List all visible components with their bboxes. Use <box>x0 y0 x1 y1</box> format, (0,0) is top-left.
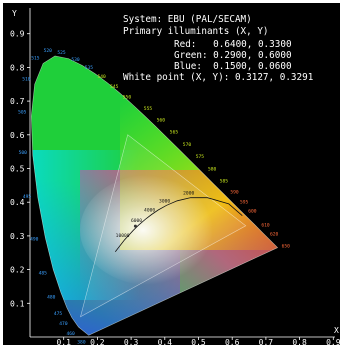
wavelength-label: 505 <box>18 109 27 115</box>
wavelength-label: 475 <box>54 311 63 317</box>
wavelength-label: 560 <box>157 118 166 124</box>
y-tick-label: 0.6 <box>10 131 25 140</box>
y-tick-label: 0.1 <box>10 299 25 308</box>
y-tick-label: 0.8 <box>10 63 25 72</box>
planck-temperature-label: 6000 <box>131 218 142 224</box>
wavelength-label: 590 <box>230 190 239 196</box>
wavelength-label: 555 <box>144 106 153 112</box>
wavelength-label: 585 <box>220 178 229 184</box>
primaries-header: Primary illuminants (X, Y) <box>123 26 269 37</box>
y-tick-label: 0.7 <box>10 97 25 106</box>
wavelength-label: 545 <box>110 84 119 90</box>
planck-temperature-label: 2000 <box>183 191 194 197</box>
y-tick-label: 0.5 <box>10 165 25 174</box>
wavelength-label: 525 <box>57 50 66 56</box>
wavelength-label: 580 <box>208 167 217 173</box>
wavelength-label: 610 <box>261 222 270 228</box>
wavelength-label: 500 <box>19 150 28 156</box>
y-tick-label: 0.4 <box>10 198 25 207</box>
y-tick-label: 0.2 <box>10 266 25 275</box>
wavelength-label: 575 <box>196 154 205 160</box>
planck-temperature-label: 10000 <box>116 233 130 239</box>
red-primary-label: Red: 0.6400, 0.3300 <box>174 39 292 50</box>
white-point-marker <box>133 224 137 228</box>
wavelength-label: 510 <box>22 77 31 83</box>
planckian-locus <box>114 197 243 252</box>
green-primary-label: Green: 0.2900, 0.6000 <box>174 50 292 61</box>
x-tick-label: 0.9 <box>326 338 341 347</box>
y-tick-label: 0.9 <box>10 30 25 39</box>
y-tick-label: 0.3 <box>10 232 25 241</box>
wavelength-label: 600 <box>248 209 257 215</box>
blue-primary-label: Blue: 0.1500, 0.0600 <box>174 61 292 72</box>
wavelength-label: 550 <box>123 95 132 101</box>
legend-info-block: System: EBU (PAL/SECAM) Primary illumina… <box>123 14 313 83</box>
x-tick-label: 0.3 <box>124 338 139 347</box>
wavelength-label: 460 <box>66 331 75 337</box>
wavelength-label: 480 <box>47 295 56 301</box>
ebu-gamut-triangle <box>80 134 247 318</box>
wavelength-label: 530 <box>71 57 80 63</box>
system-label: System: EBU (PAL/SECAM) <box>123 14 252 25</box>
x-axis-ticks: 0.1 0.2 0.3 0.4 0.5 0.6 0.7 0.8 0.9 <box>56 337 341 347</box>
wavelength-label: 540 <box>97 74 106 80</box>
y-axis-ticks: 0.1 0.2 0.3 0.4 0.5 0.6 0.7 0.8 0.9 <box>10 30 30 308</box>
wavelength-label: 520 <box>44 48 53 54</box>
wavelength-label: 470 <box>59 321 68 327</box>
wavelength-label: 620 <box>270 232 279 238</box>
x-tick-label: 0.6 <box>225 338 240 347</box>
white-point-label: White point (X, Y): 0.3127, 0.3291 <box>123 72 313 83</box>
x-tick-label: 0.2 <box>90 338 105 347</box>
wavelength-label: 570 <box>183 142 192 148</box>
wavelength-label: 650 <box>282 244 291 250</box>
x-tick-label: 0.1 <box>56 338 71 347</box>
wavelength-label: 495 <box>23 194 32 200</box>
planck-temperature-label: 3000 <box>159 198 170 204</box>
wavelength-label: 565 <box>170 130 179 136</box>
wavelength-label: 380 <box>77 340 86 346</box>
x-tick-label: 0.5 <box>191 338 206 347</box>
x-tick-label: 0.4 <box>158 338 173 347</box>
wavelength-label: 595 <box>240 200 249 206</box>
wavelength-label: 485 <box>39 271 48 277</box>
wavelength-label: 515 <box>31 55 40 61</box>
wavelength-label: 535 <box>85 65 94 71</box>
spectral-locus-outline <box>30 55 279 336</box>
x-tick-label: 0.7 <box>259 338 274 347</box>
y-axis-label: Y <box>12 9 17 18</box>
axes: X Y 0.1 0.2 0.3 0.4 0.5 0.6 0.7 0.8 0.9 0.10.20.… <box>10 8 341 347</box>
wavelength-label: 490 <box>30 236 39 242</box>
planck-temperature-label: 4000 <box>144 208 155 214</box>
x-axis-label: X <box>334 326 339 335</box>
x-tick-label: 0.8 <box>292 338 307 347</box>
